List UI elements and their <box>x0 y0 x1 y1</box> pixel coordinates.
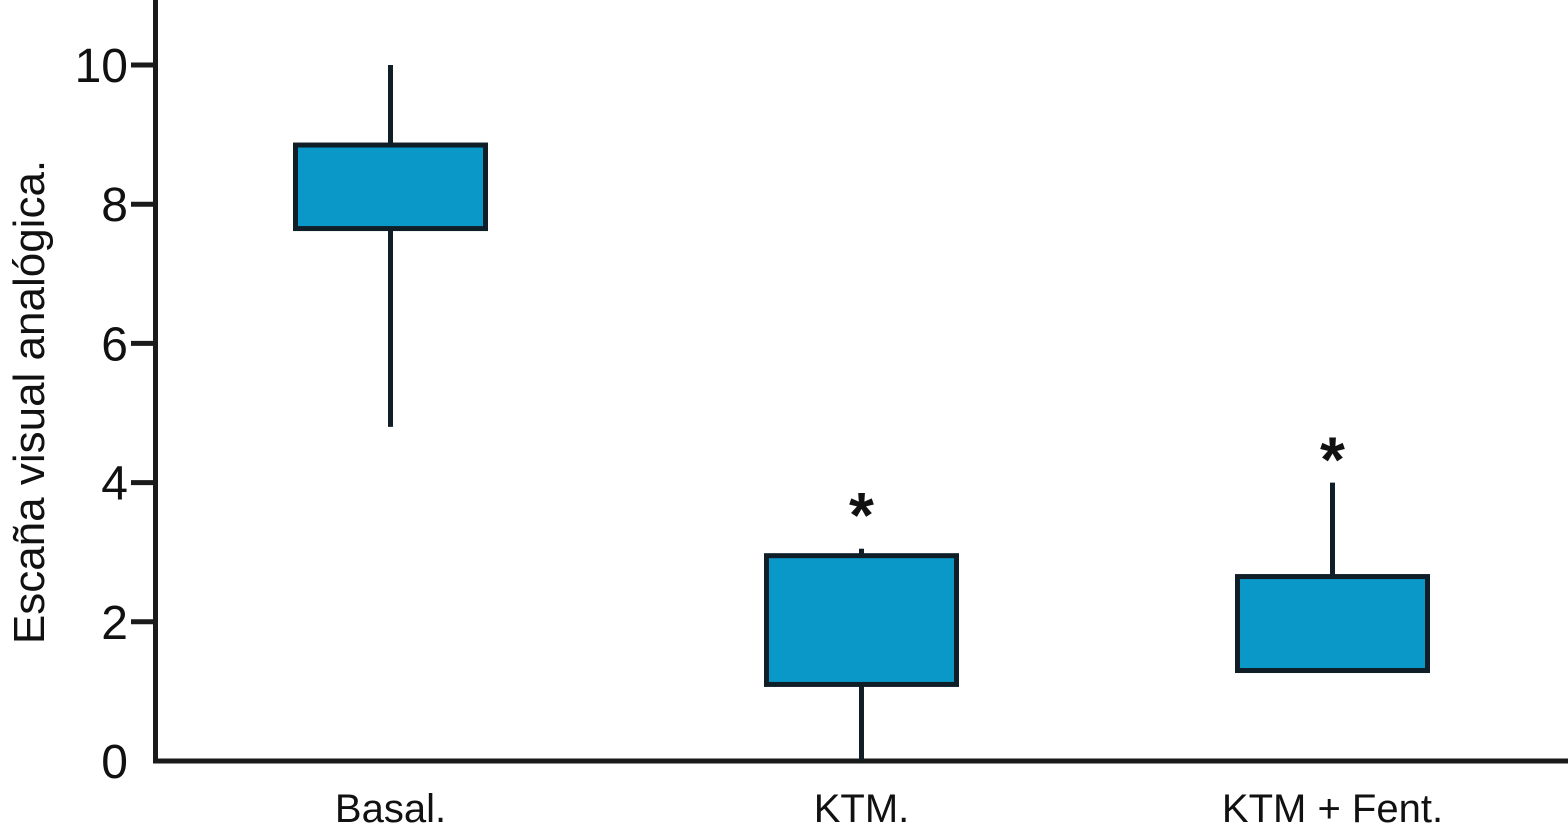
y-tick-label: 2 <box>101 597 128 650</box>
y-tick-label: 0 <box>101 736 128 789</box>
x-category-label-basal: Basal. <box>335 787 446 831</box>
y-tick-label: 4 <box>101 458 128 511</box>
significance-asterisk: * <box>849 479 874 551</box>
x-category-label-ktm-fent: KTM + Fent. <box>1222 787 1443 831</box>
y-tick-label: 10 <box>75 40 128 93</box>
y-tick-label: 6 <box>101 318 128 371</box>
iqr-box <box>1235 574 1430 674</box>
significance-asterisk: * <box>1320 423 1345 495</box>
iqr-box <box>293 142 488 232</box>
y-tick-label: 8 <box>101 179 128 232</box>
x-category-label-ktm: KTM. <box>814 787 910 831</box>
box-group-basal: Basal. <box>293 65 488 831</box>
box-group-ktm: * KTM. <box>764 479 959 831</box>
iqr-box <box>764 553 959 687</box>
y-axis-title: Escaña visual analógica. <box>5 159 54 645</box>
axis-lines <box>153 0 1568 764</box>
box-group-ktm-fent: * KTM + Fent. <box>1222 423 1443 831</box>
